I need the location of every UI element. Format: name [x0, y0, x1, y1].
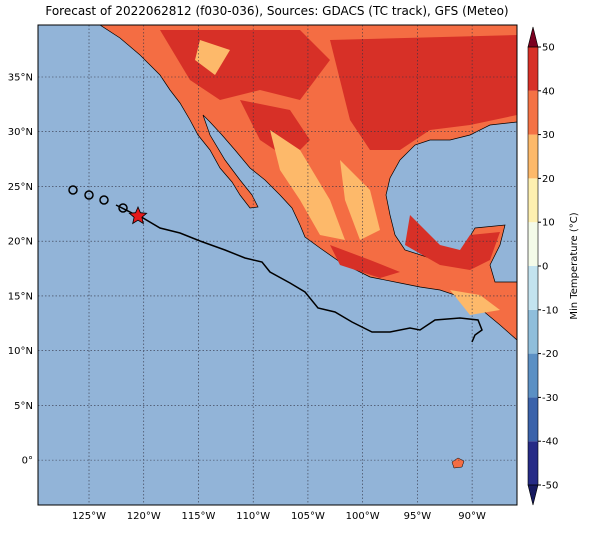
lon-tick-label: 105°W	[291, 511, 325, 522]
colorbar-tick-label: -20	[542, 349, 558, 360]
colorbar-tick-label: -40	[542, 437, 558, 448]
colorbar-label: Min Temperature (°C)	[569, 212, 580, 319]
temperature-patches	[160, 30, 517, 315]
lat-tick-label: 15°N	[8, 291, 33, 302]
colorbar-tick-label: -10	[542, 305, 558, 316]
lon-tick-label: 125°W	[72, 511, 106, 522]
colorbar-tick-label: 50	[542, 43, 555, 54]
track-points	[68, 185, 135, 215]
colorbar-tick-label: 0	[542, 262, 548, 273]
lat-tick-label: 30°N	[8, 127, 33, 138]
storm-position	[128, 205, 148, 225]
lat-tick-label: 5°N	[14, 401, 33, 412]
lon-tick-label: 110°W	[236, 511, 270, 522]
colorbar-bin	[528, 222, 538, 266]
lat-tick-label: 0°	[22, 456, 33, 467]
lon-tick-label: 90°W	[458, 511, 486, 522]
map-frame	[37, 24, 518, 506]
lat-tick-label: 10°N	[8, 346, 33, 357]
colorbar-extend-high	[527, 26, 539, 48]
colorbar-bin	[528, 47, 538, 91]
colorbar-bin	[528, 397, 538, 442]
track-line	[137, 214, 483, 343]
colorbar-tick-label: -50	[542, 481, 558, 492]
lat-tick-label: 25°N	[8, 182, 33, 193]
lat-tick-label: 35°N	[8, 72, 33, 83]
colorbar: -50 -40 -30 -20 -10 0 10 20 30 40 50 Min Temperatur…	[527, 26, 580, 506]
lon-tick-label: 115°W	[181, 511, 215, 522]
map-title: Forecast of 2022062812 (f030-036), Sourc…	[45, 4, 508, 18]
colorbar-bin	[528, 353, 538, 398]
lon-tick-label: 120°W	[127, 511, 161, 522]
colorbar-bin	[528, 90, 538, 135]
colorbar-tick-label: 10	[542, 218, 555, 229]
lat-tick-label: 20°N	[8, 237, 33, 248]
lon-tick-label: 95°W	[404, 511, 432, 522]
colorbar-extend-low	[527, 484, 539, 506]
colorbar-bin	[528, 441, 538, 485]
colorbar-tick-label: 40	[542, 86, 555, 97]
colorbar-bin	[528, 134, 538, 179]
island	[451, 457, 465, 469]
colorbar-tick-label: -30	[542, 393, 558, 404]
colorbar-tick-label: 20	[542, 174, 555, 185]
map-area	[38, 25, 517, 505]
lon-tick-label: 100°W	[346, 511, 380, 522]
colorbar-bin	[528, 309, 538, 354]
colorbar-bin	[528, 266, 538, 310]
colorbar-tick-label: 30	[542, 130, 555, 141]
colorbar-bin	[528, 178, 538, 223]
